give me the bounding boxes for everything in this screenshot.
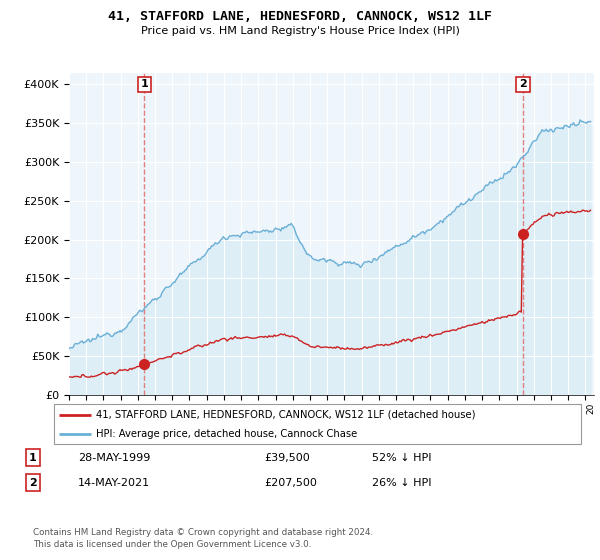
Text: 1: 1 [29, 452, 37, 463]
Text: HPI: Average price, detached house, Cannock Chase: HPI: Average price, detached house, Cann… [97, 429, 358, 439]
FancyBboxPatch shape [53, 404, 581, 445]
Text: 2: 2 [29, 478, 37, 488]
Text: 52% ↓ HPI: 52% ↓ HPI [372, 452, 431, 463]
Text: 1: 1 [140, 80, 148, 90]
Text: 26% ↓ HPI: 26% ↓ HPI [372, 478, 431, 488]
Text: Price paid vs. HM Land Registry's House Price Index (HPI): Price paid vs. HM Land Registry's House … [140, 26, 460, 36]
Text: 2: 2 [519, 80, 527, 90]
Text: 41, STAFFORD LANE, HEDNESFORD, CANNOCK, WS12 1LF (detached house): 41, STAFFORD LANE, HEDNESFORD, CANNOCK, … [97, 409, 476, 419]
Text: £207,500: £207,500 [264, 478, 317, 488]
Text: Contains HM Land Registry data © Crown copyright and database right 2024.
This d: Contains HM Land Registry data © Crown c… [33, 528, 373, 549]
Text: 14-MAY-2021: 14-MAY-2021 [78, 478, 150, 488]
Text: £39,500: £39,500 [264, 452, 310, 463]
Text: 41, STAFFORD LANE, HEDNESFORD, CANNOCK, WS12 1LF: 41, STAFFORD LANE, HEDNESFORD, CANNOCK, … [108, 10, 492, 23]
Text: 28-MAY-1999: 28-MAY-1999 [78, 452, 151, 463]
